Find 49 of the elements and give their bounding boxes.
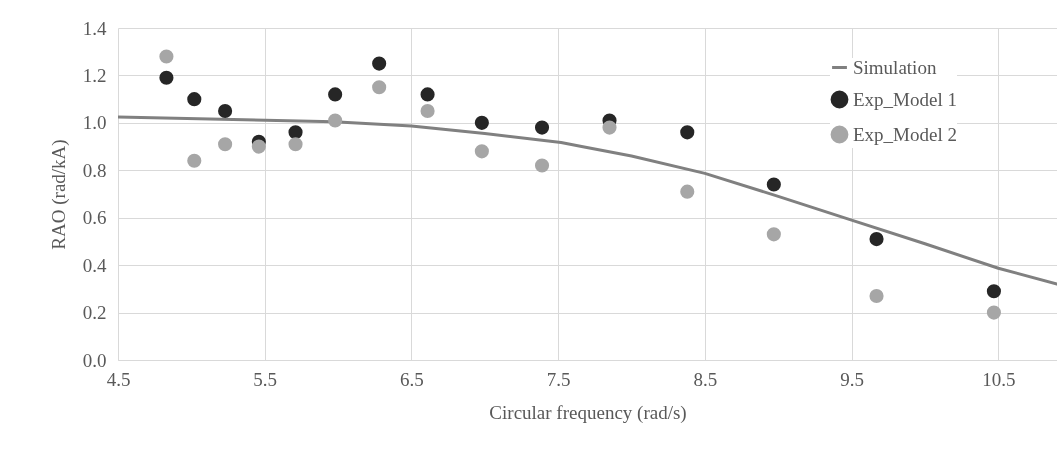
point [986,305,1001,320]
x-axis-title: Circular frequency (rad/s) [489,401,687,424]
y-tick-label: 0.2 [82,302,107,324]
point [288,125,303,140]
y-tick-label: 1.2 [82,64,107,86]
line-series [118,115,1057,286]
legend-label: Simulation [853,56,937,78]
legend-label: Exp_Model 1 [853,88,957,110]
point [187,153,202,168]
point [680,125,695,140]
point [869,232,884,247]
point [328,87,343,102]
point [251,139,266,154]
point [474,115,489,130]
point [420,87,435,102]
x-tick-label: 4.5 [106,368,131,390]
point [328,113,343,128]
y-axis-title: RAO (rad/kA) [47,139,70,250]
x-tick-label: 7.5 [546,368,571,390]
point [187,92,202,107]
point [602,120,617,135]
point [766,227,781,242]
point [372,56,387,71]
x-tick-label: 10.5 [982,368,1016,390]
y-tick-label: 0.8 [82,159,107,181]
point [218,103,233,119]
point [680,184,695,199]
y-tick-label: 1.0 [82,112,107,134]
point [766,177,781,192]
y-tick-label: 1.4 [82,17,107,39]
point [288,137,303,152]
point [159,70,174,85]
y-tick-label: 0.0 [82,349,107,371]
point [986,284,1001,299]
point [474,144,489,159]
point [420,103,435,119]
legend-label: Exp_Model 2 [853,123,957,145]
y-tick-label: 0.6 [82,207,107,229]
point [218,137,233,152]
point [534,120,550,135]
point [372,80,387,95]
point [869,288,884,304]
x-tick-label: 5.5 [253,368,278,390]
point [159,49,174,64]
x-tick-label: 8.5 [693,368,718,390]
point [534,158,550,173]
x-tick-label: 6.5 [400,368,424,390]
y-tick-label: 0.4 [82,254,107,276]
x-tick-label: 9.5 [840,368,864,390]
